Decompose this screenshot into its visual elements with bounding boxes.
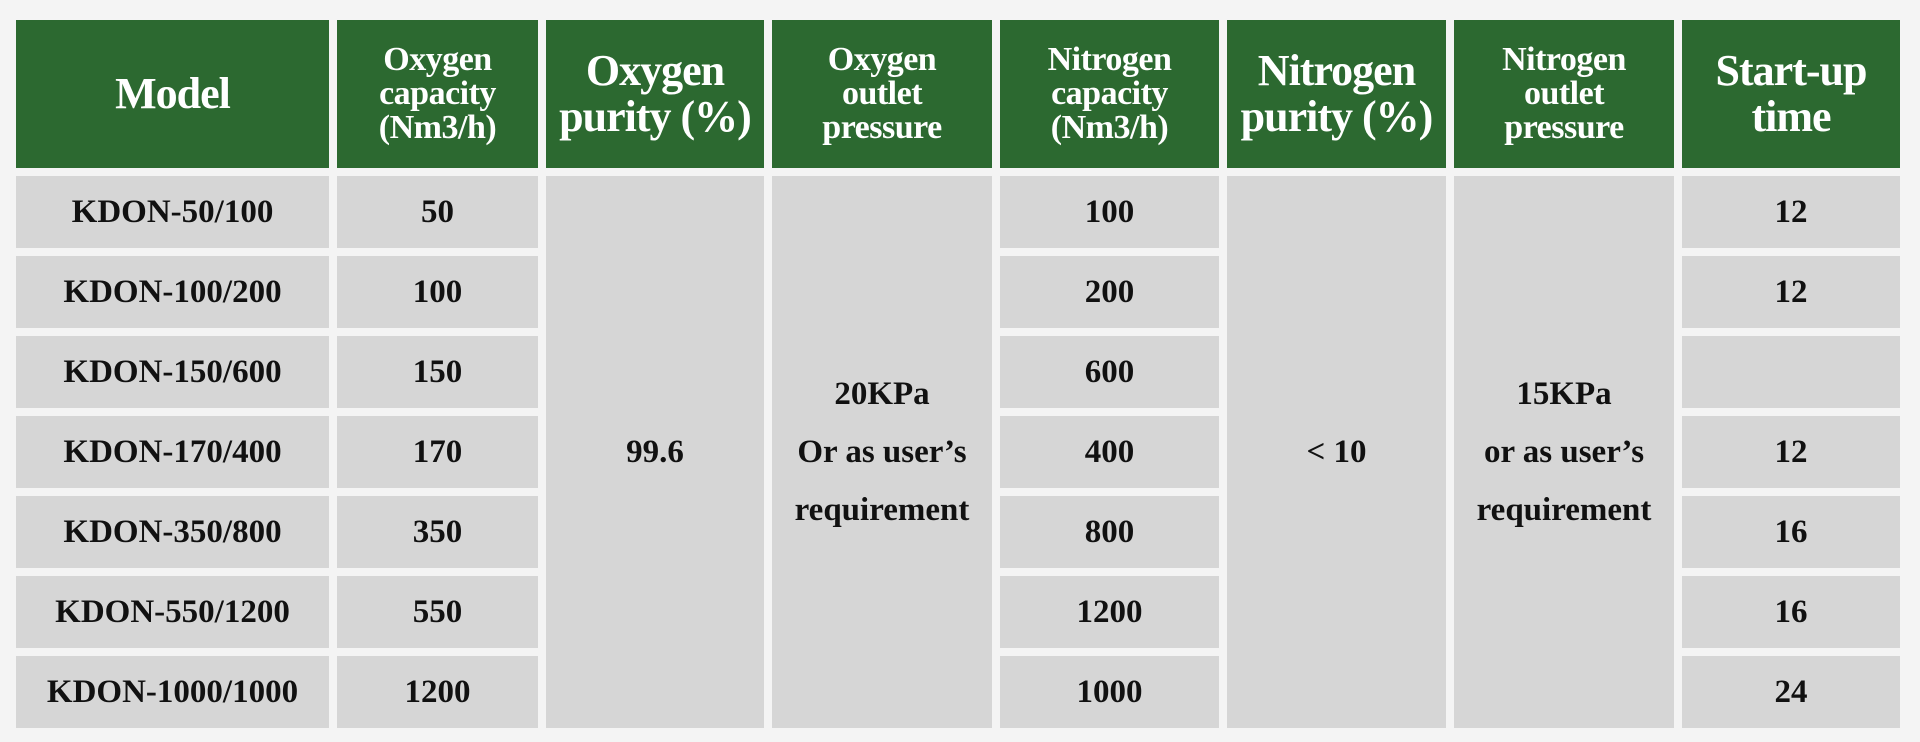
header-cell: Start-up time	[1682, 20, 1900, 168]
table-cell: KDON-100/200	[16, 256, 329, 328]
text-line: requirement	[794, 492, 970, 528]
text-line: outlet	[841, 75, 923, 112]
table-cell: 12	[1682, 176, 1900, 248]
header-cell: Nitrogen outlet pressure	[1454, 20, 1674, 168]
merged-cell: 20KPa Or as user’s requirement	[772, 176, 992, 728]
table-cell: 16	[1682, 576, 1900, 648]
table-cell: KDON-550/1200	[16, 576, 329, 648]
table-cell: 550	[337, 576, 538, 648]
table-body: KDON-50/100 50 99.6 20KPa Or as user’s requir…	[16, 176, 1900, 728]
text-line: Nitrogen	[1257, 46, 1416, 95]
table-cell: 12	[1682, 256, 1900, 328]
table-cell: 200	[1000, 256, 1219, 328]
text-line: Nitrogen	[1502, 41, 1626, 78]
text-line: requirement	[1476, 492, 1652, 528]
merged-cell: 15KPa or as user’s requirement	[1454, 176, 1674, 728]
text-line: Oxygen	[827, 41, 937, 78]
table-row: KDON-1000/1000 1200 1000 24	[16, 656, 1900, 728]
table-wrap: Model Oxygen capacity (Nm3/h) Oxygen purity (…	[8, 12, 1908, 736]
text-line: or as user’s	[1483, 434, 1645, 470]
table-cell: 1200	[1000, 576, 1219, 648]
text-line: purity (%)	[1240, 92, 1434, 141]
table-cell: KDON-170/400	[16, 416, 329, 488]
text-line: Start-up	[1715, 46, 1868, 95]
table-row: KDON-170/400 170 400 12	[16, 416, 1900, 488]
header-cell: Oxygen purity (%)	[546, 20, 764, 168]
table-cell: 600	[1000, 336, 1219, 408]
table-cell: KDON-50/100	[16, 176, 329, 248]
header-cell: Oxygen capacity (Nm3/h)	[337, 20, 538, 168]
text-line: pressure	[822, 109, 942, 146]
table-cell: 16	[1682, 496, 1900, 568]
text-line: (Nm3/h)	[378, 109, 497, 146]
header-cell: Oxygen outlet pressure	[772, 20, 992, 168]
header-cell: Nitrogen purity (%)	[1227, 20, 1446, 168]
text-line: 20KPa	[834, 376, 930, 412]
merged-cell: < 10	[1227, 176, 1446, 728]
spec-table: Model Oxygen capacity (Nm3/h) Oxygen purity (…	[8, 12, 1908, 736]
text-line: 15KPa	[1516, 376, 1612, 412]
table-cell: 12	[1682, 416, 1900, 488]
table-cell	[1682, 336, 1900, 408]
text-line: Model	[115, 69, 231, 118]
text-line: Or as user’s	[797, 434, 967, 470]
table-row: KDON-150/600 150 600	[16, 336, 1900, 408]
table-cell: 150	[337, 336, 538, 408]
header-cell: Model	[16, 20, 329, 168]
text-line: time	[1751, 92, 1831, 141]
text-line: pressure	[1504, 109, 1624, 146]
text-line: Oxygen	[585, 46, 725, 95]
text-line: (Nm3/h)	[1050, 109, 1169, 146]
table-cell: KDON-150/600	[16, 336, 329, 408]
table-row: KDON-100/200 100 200 12	[16, 256, 1900, 328]
merged-cell: 99.6	[546, 176, 764, 728]
table-cell: 24	[1682, 656, 1900, 728]
table-cell: 800	[1000, 496, 1219, 568]
header-row: Model Oxygen capacity (Nm3/h) Oxygen purity (…	[16, 20, 1900, 168]
text-line: outlet	[1523, 75, 1605, 112]
text-line: capacity	[1051, 75, 1168, 112]
table-cell: 1200	[337, 656, 538, 728]
text-line: Oxygen	[383, 41, 492, 78]
text-line: capacity	[379, 75, 496, 112]
table-cell: KDON-350/800	[16, 496, 329, 568]
table-cell: 400	[1000, 416, 1219, 488]
table-cell: 1000	[1000, 656, 1219, 728]
table-cell: 170	[337, 416, 538, 488]
table-cell: 50	[337, 176, 538, 248]
text-line: Nitrogen	[1047, 41, 1172, 78]
text-line: purity (%)	[559, 92, 752, 141]
table-row: KDON-50/100 50 99.6 20KPa Or as user’s requir…	[16, 176, 1900, 728]
table-row: KDON-550/1200 550 1200 16	[16, 576, 1900, 648]
table-cell: 100	[1000, 176, 1219, 248]
table-row: KDON-350/800 350 800 16	[16, 496, 1900, 568]
header-cell: Nitrogen capacity (Nm3/h)	[1000, 20, 1219, 168]
table-cell: KDON-1000/1000	[16, 656, 329, 728]
text-line: < 10	[1306, 434, 1367, 470]
table-cell: 100	[337, 256, 538, 328]
table-cell: 350	[337, 496, 538, 568]
text-line: 99.6	[626, 434, 684, 470]
